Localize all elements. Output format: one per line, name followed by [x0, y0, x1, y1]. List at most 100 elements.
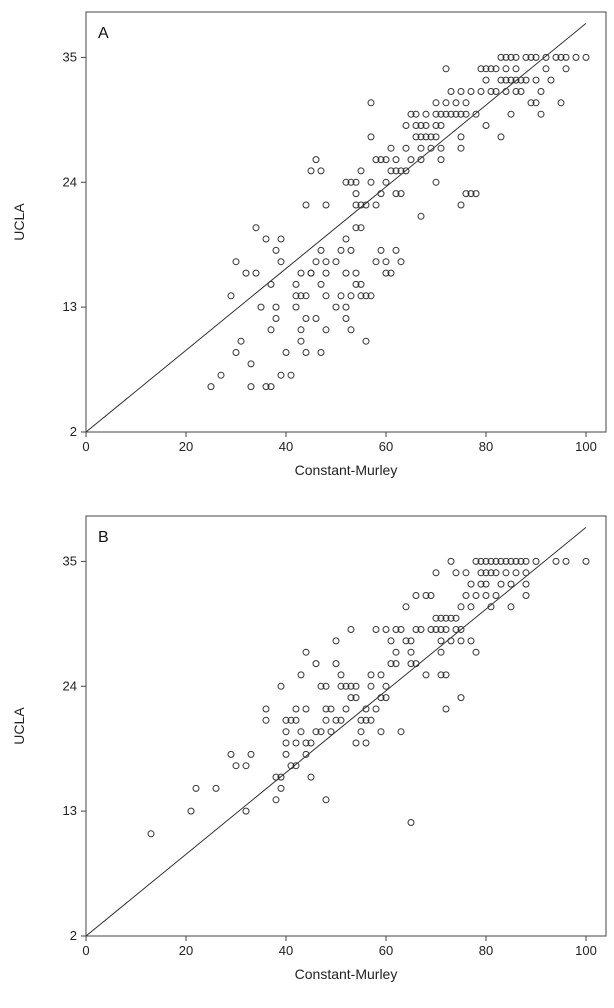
data-point — [497, 76, 505, 84]
data-point — [472, 592, 480, 599]
data-point — [417, 133, 425, 141]
data-point — [557, 53, 565, 61]
data-point — [457, 201, 465, 209]
data-point — [402, 603, 410, 611]
data-point — [552, 557, 560, 565]
data-point — [272, 796, 280, 804]
data-point — [352, 178, 360, 186]
data-point — [277, 235, 285, 243]
x-tick-label: 20 — [179, 439, 193, 454]
data-point — [512, 88, 520, 95]
y-tick-label: 24 — [63, 678, 77, 693]
x-tick: 20 — [179, 936, 193, 958]
data-point — [457, 626, 465, 633]
data-point — [437, 122, 445, 129]
data-point — [347, 682, 355, 690]
data-point — [437, 156, 445, 164]
data-point — [562, 53, 570, 61]
data-point — [472, 190, 480, 198]
data-point — [432, 178, 440, 186]
data-point — [382, 269, 390, 277]
data-point — [462, 110, 470, 118]
data-point — [277, 682, 285, 690]
data-point — [452, 110, 460, 118]
data-point — [302, 349, 310, 356]
data-point — [322, 258, 330, 266]
reference-line — [86, 526, 587, 936]
data-point — [372, 156, 380, 164]
data-point — [227, 292, 235, 300]
data-point — [457, 637, 465, 645]
data-point — [362, 337, 370, 345]
x-tick: 80 — [479, 936, 493, 958]
data-point — [542, 65, 550, 73]
data-point — [327, 728, 335, 736]
data-point — [302, 705, 310, 713]
data-point — [532, 76, 540, 84]
data-point — [487, 569, 495, 577]
data-point — [457, 110, 465, 118]
data-point — [447, 110, 455, 118]
data-point — [552, 53, 560, 61]
data-point — [387, 167, 395, 175]
data-point — [312, 660, 320, 668]
y-axis-title: UCLA — [11, 707, 27, 745]
data-point — [422, 133, 430, 141]
data-point — [412, 592, 420, 599]
data-point — [422, 592, 430, 599]
data-point — [382, 156, 390, 164]
data-point — [482, 569, 490, 577]
data-point — [462, 99, 470, 107]
data-point — [482, 557, 490, 565]
data-point — [402, 122, 410, 129]
y-tick: 13 — [63, 299, 86, 314]
data-point — [447, 88, 455, 95]
data-point — [322, 682, 330, 690]
data-point — [232, 762, 240, 770]
data-point — [187, 807, 195, 815]
data-point — [357, 292, 365, 300]
data-point — [322, 705, 330, 713]
data-point — [337, 246, 345, 254]
data-point — [442, 626, 450, 633]
data-point — [512, 557, 520, 565]
data-point — [307, 167, 315, 175]
data-point — [412, 133, 420, 141]
data-point — [322, 292, 330, 300]
data-point — [387, 637, 395, 645]
data-point — [482, 592, 490, 599]
panel-label: B — [98, 529, 109, 546]
x-tick-label: 100 — [575, 439, 597, 454]
data-point — [337, 292, 345, 300]
y-tick-label: 13 — [63, 299, 77, 314]
data-point — [342, 315, 350, 322]
data-point — [407, 110, 415, 118]
data-point — [272, 315, 280, 322]
data-point — [322, 269, 330, 277]
data-point — [382, 178, 390, 186]
data-point — [367, 716, 375, 724]
data-point — [547, 76, 555, 84]
data-point — [287, 762, 295, 770]
data-point — [382, 258, 390, 266]
data-point — [462, 190, 470, 198]
data-point — [452, 99, 460, 107]
data-point — [297, 292, 305, 300]
data-point — [387, 144, 395, 152]
data-point — [357, 224, 365, 232]
x-tick: 100 — [575, 432, 597, 454]
scatter-panel-b: 0 20 40 60 80 100 2 13 24 35 Constant-Murley UCLA B — [0, 504, 614, 1008]
data-point — [497, 133, 505, 141]
data-point — [282, 739, 290, 747]
data-point — [437, 144, 445, 152]
x-tick: 60 — [379, 936, 393, 958]
data-point — [367, 671, 375, 679]
data-point — [477, 557, 485, 565]
data-point — [452, 614, 460, 622]
scatter-chart-a: 0 20 40 60 80 100 2 13 24 35 Constant-Murley UCLA A — [11, 11, 607, 478]
data-point — [367, 178, 375, 186]
data-point — [377, 246, 385, 254]
data-point — [267, 383, 275, 391]
y-tick-label: 24 — [63, 174, 77, 189]
data-point — [522, 557, 530, 565]
